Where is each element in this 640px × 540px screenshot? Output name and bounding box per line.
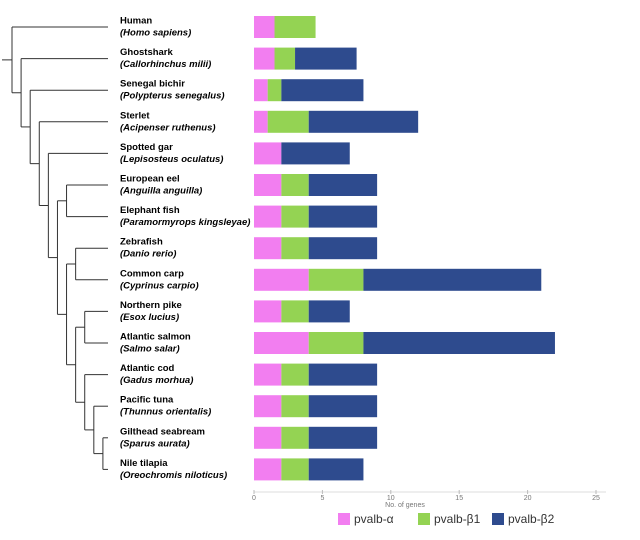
species-name: Ghostshark — [120, 47, 174, 58]
bar-segment — [254, 363, 282, 386]
bar-segment — [281, 79, 364, 102]
bar-segment — [308, 332, 364, 354]
legend-label: pvalb-β1 — [434, 512, 481, 526]
bar-segment — [281, 363, 309, 386]
scientific-name: (Thunnus orientalis) — [120, 407, 211, 418]
bar-segment — [254, 110, 268, 133]
scientific-name: (Polypterus senegalus) — [120, 91, 225, 102]
scientific-name: (Callorhinchus milii) — [120, 59, 211, 70]
bar-segment — [308, 300, 350, 323]
bar-segment — [295, 47, 357, 70]
bar-segment — [267, 110, 309, 133]
x-tick-label: 5 — [320, 495, 324, 502]
scientific-name: (Sparus aurata) — [120, 438, 190, 449]
bar-segment — [281, 395, 309, 418]
x-tick-label: 15 — [455, 495, 463, 502]
legend-label: pvalb-α — [354, 512, 394, 526]
legend-label: pvalb-β2 — [508, 512, 555, 526]
species-name: Northern pike — [120, 300, 182, 311]
scientific-name: (Danio rerio) — [120, 249, 176, 260]
legend-swatch — [418, 513, 430, 525]
bar-segment — [308, 268, 364, 291]
bar-segment — [254, 142, 282, 165]
species-name: Gilthead seabream — [120, 426, 205, 437]
x-axis-label: No. of genes — [385, 502, 425, 509]
species-name: Nile tilapia — [120, 458, 168, 469]
scientific-name: (Salmo salar) — [120, 344, 180, 355]
bar-segment — [308, 110, 419, 133]
scientific-name: (Oreochromis niloticus) — [120, 470, 227, 481]
bar-segment — [281, 458, 309, 481]
species-name: Pacific tuna — [120, 395, 174, 406]
bar-segment — [254, 47, 275, 70]
species-name: Common carp — [120, 268, 184, 279]
species-name: Atlantic salmon — [120, 332, 191, 343]
bar-segment — [254, 174, 282, 196]
bar-segment — [254, 426, 282, 449]
bar-segment — [254, 458, 282, 481]
bar-segment — [308, 174, 378, 196]
bar-segment — [254, 332, 309, 354]
bar-segment — [254, 395, 282, 418]
scientific-name: (Paramormyrops kingsleyae) — [120, 217, 250, 228]
bar-segment — [274, 16, 316, 38]
bar-segment — [308, 237, 378, 260]
bar-segment — [363, 332, 555, 354]
bar-segment — [254, 79, 268, 102]
x-tick-label: 25 — [592, 495, 600, 502]
bar-segment — [274, 47, 296, 70]
bar-segment — [254, 205, 282, 228]
scientific-name: (Esox lucius) — [120, 312, 179, 323]
scientific-name: (Lepisosteus oculatus) — [120, 154, 223, 165]
scientific-name: (Anguilla anguilla) — [120, 186, 202, 197]
bar-segment — [254, 268, 309, 291]
species-name: Zebrafish — [120, 237, 163, 248]
scientific-name: (Homo sapiens) — [120, 28, 191, 39]
species-name: Atlantic cod — [120, 363, 175, 374]
species-name: Human — [120, 16, 152, 27]
species-name: Senegal bichir — [120, 79, 185, 90]
scientific-name: (Cyprinus carpio) — [120, 280, 199, 291]
scientific-name: (Gadus morhua) — [120, 375, 193, 386]
bar-segment — [308, 426, 378, 449]
bar-segment — [281, 300, 309, 323]
species-name: Spotted gar — [120, 142, 173, 153]
species-name: Sterlet — [120, 110, 150, 121]
bar-segment — [308, 205, 378, 228]
scientific-name: (Acipenser ruthenus) — [120, 122, 216, 133]
bar-segment — [281, 174, 309, 196]
legend-swatch — [338, 513, 350, 525]
bar-segment — [308, 363, 378, 386]
x-tick-label: 20 — [524, 495, 532, 502]
bar-segment — [267, 79, 282, 102]
bar-segment — [308, 395, 378, 418]
bar-segment — [254, 300, 282, 323]
legend-swatch — [492, 513, 504, 525]
species-name: Elephant fish — [120, 205, 180, 216]
bar-segment — [281, 142, 350, 165]
bar-segment — [254, 16, 275, 38]
bar-segment — [281, 237, 309, 260]
x-tick-label: 0 — [252, 495, 256, 502]
bar-segment — [281, 205, 309, 228]
bar-segment — [308, 458, 364, 481]
bar-segment — [281, 426, 309, 449]
x-tick-label: 10 — [387, 495, 395, 502]
bar-segment — [254, 237, 282, 260]
species-name: European eel — [120, 174, 180, 185]
bar-segment — [363, 268, 542, 291]
